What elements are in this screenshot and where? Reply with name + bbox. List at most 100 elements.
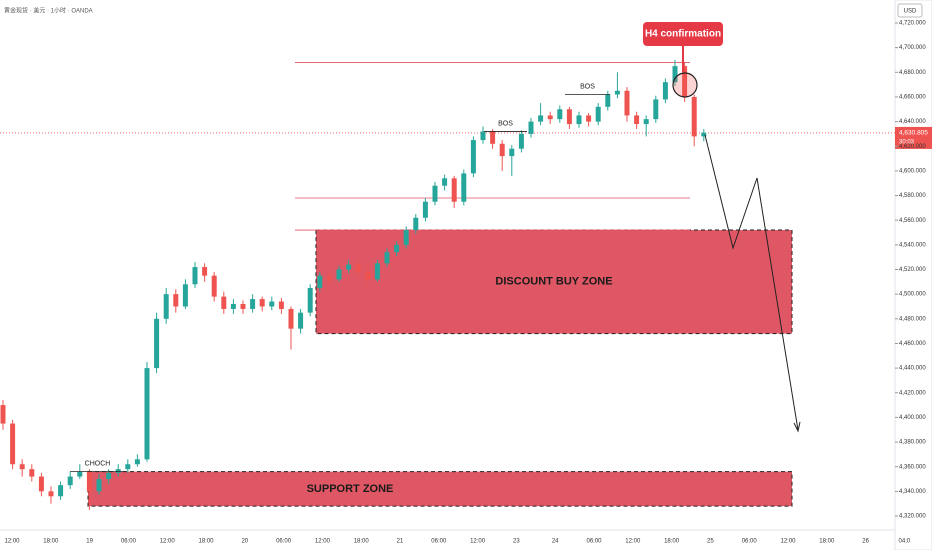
candle-body [336,269,342,280]
countdown: 30:03 [899,140,915,146]
candle-body [432,185,438,202]
y-tick-label: 4,460.000 [899,341,926,347]
candle-body [413,217,419,231]
structure-label: CHOCH [85,460,111,467]
candle-body [672,66,678,83]
x-tick-label: 18:00 [43,539,59,545]
y-tick-label: 4,720.000 [899,21,926,27]
y-tick-label: 4,660.000 [899,95,926,101]
candle-body [346,264,352,270]
candle-body [374,263,380,280]
candle-body [250,299,256,309]
candle-body [528,121,534,134]
candle-body [605,94,611,107]
x-tick-label: 12:00 [625,539,641,545]
candle-body [624,90,630,116]
y-tick-label: 4,600.000 [899,168,926,174]
candle-body [67,476,73,486]
zone [315,229,793,335]
callout-box [643,22,723,46]
y-tick-label: 4,340.000 [899,489,926,495]
x-tick-label: 06:00 [431,539,447,545]
x-tick-label: 19 [86,539,93,545]
projection-arrow [793,421,801,433]
price-axis-panel [894,0,932,550]
candle-body [278,301,284,309]
y-tick-label: 4,580.000 [899,193,926,199]
candle-body [682,66,688,97]
y-tick-label: 4,700.000 [899,45,926,51]
candle-body [134,459,140,465]
x-tick-label: 18:00 [664,539,680,545]
candle-body [115,469,121,473]
x-tick-label: 12:00 [315,539,331,545]
y-tick-label: 4,520.000 [899,267,926,273]
candle-body [29,469,35,477]
x-tick-label: 06:00 [742,539,758,545]
candle-body [384,252,390,264]
candle-body [490,131,496,144]
y-tick-label: 4,560.000 [899,218,926,224]
x-tick-label: 12:00 [470,539,486,545]
candle-body [163,294,169,319]
candle-body [240,304,246,309]
x-tick-label: 25 [707,539,714,545]
candle-body [19,464,25,470]
candle-body [576,115,582,125]
candle-body [211,275,217,297]
y-tick-label: 4,400.000 [899,415,926,421]
callout-text: H4 confirmation [645,29,721,40]
y-tick-label: 4,640.000 [899,119,926,125]
candle-body [451,178,457,202]
x-tick-label: 06:00 [586,539,602,545]
candle-body [38,476,44,492]
candle-body [480,131,486,141]
candle-body [259,299,265,307]
y-tick-label: 4,320.000 [899,514,926,520]
candle-body [653,99,659,120]
candle-body [96,479,102,492]
zone [87,471,793,507]
candle-body [499,143,505,157]
candle-body [509,148,515,157]
candle-body [125,464,131,470]
x-tick-label: 18:00 [354,539,370,545]
currency: USD [904,9,917,15]
candle-body [470,140,476,174]
candle-body [586,115,592,122]
confirmation-circle [672,72,698,98]
y-tick-label: 4,680.000 [899,70,926,76]
x-tick-label: 12:00 [160,539,176,545]
candle-body [461,173,467,202]
candle-body [365,271,371,280]
candle-body [77,471,83,477]
y-tick-label: 4,380.000 [899,440,926,446]
candle-body [58,485,64,497]
zone-label: SUPPORT ZONE [307,483,394,495]
zone-label: DISCOUNT BUY ZONE [495,276,612,288]
candle-body [662,82,668,100]
x-tick-label: 18:00 [819,539,835,545]
y-tick-label: 4,540.000 [899,242,926,248]
projection-path [704,134,799,431]
candle-body [326,275,332,280]
candle-body [403,230,409,245]
x-tick-label: 06:00 [276,539,292,545]
candle-body [614,90,620,95]
candle-body [307,287,313,313]
candle-body [422,201,428,218]
y-tick-label: 4,440.000 [899,366,926,372]
x-tick-label: 18:00 [198,539,214,545]
candle-body [691,96,697,137]
y-tick-label: 4,480.000 [899,316,926,322]
last-price-label: 4,630.805 [899,130,928,137]
candle-body [154,318,160,369]
candle-body [144,368,150,460]
x-tick-label: 21 [397,539,404,545]
candle-body [0,405,6,424]
candle-body [634,115,640,125]
candle-body [317,275,323,288]
x-tick-label: 26 [862,539,869,545]
candle-body [442,178,448,186]
